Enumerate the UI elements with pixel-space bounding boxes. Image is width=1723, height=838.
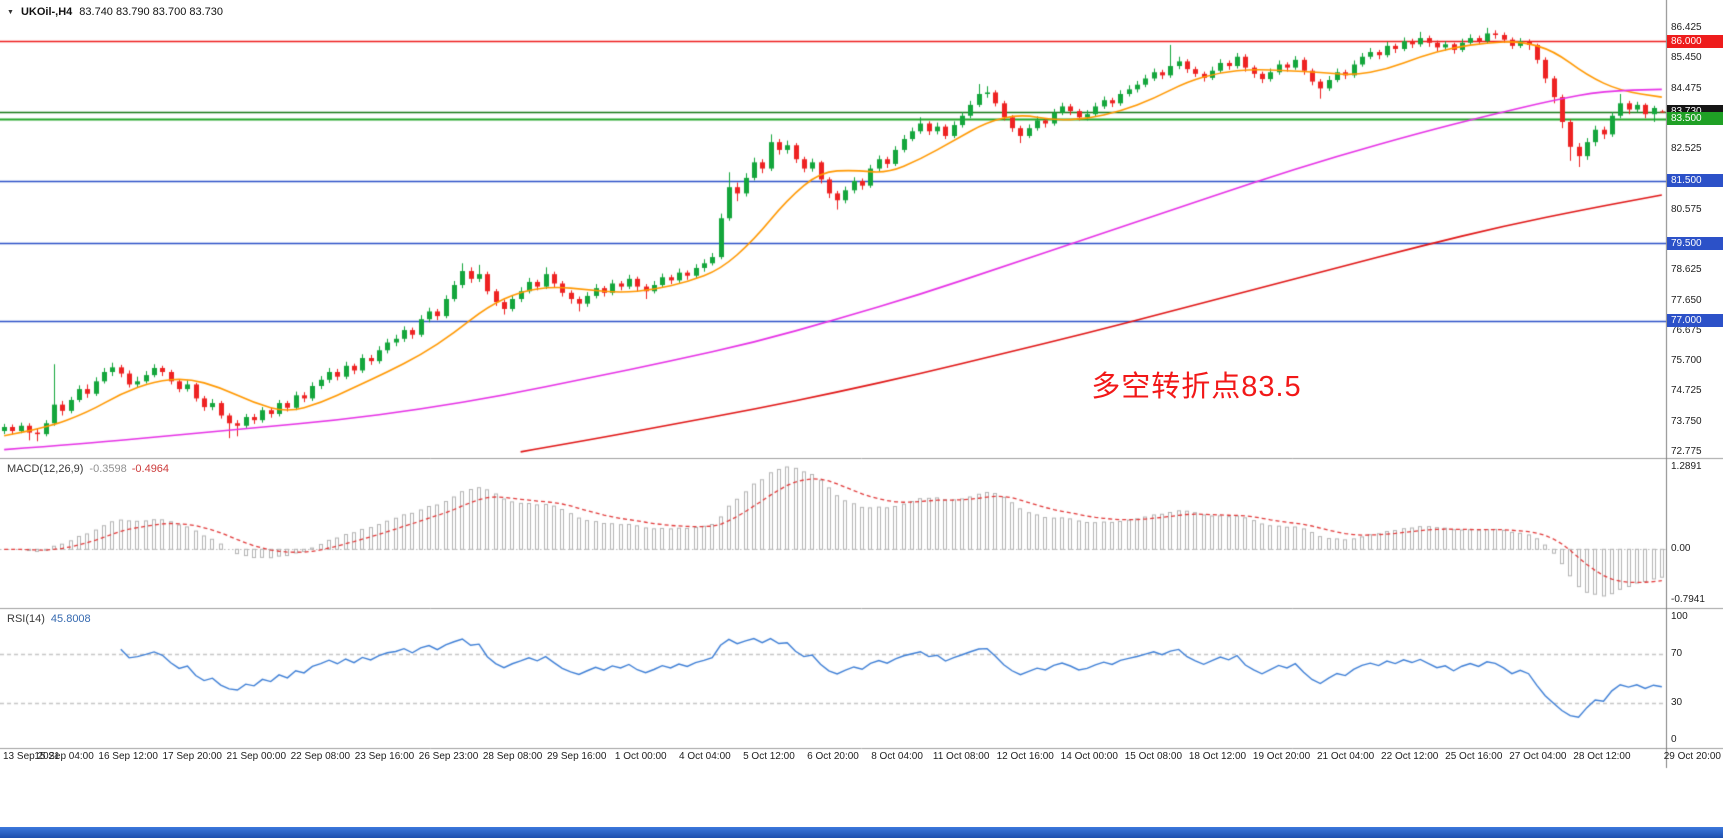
- time-label: 17 Sep 20:00: [162, 751, 222, 762]
- time-label: 8 Oct 04:00: [871, 751, 923, 762]
- time-label: 29 Sep 16:00: [546, 751, 607, 762]
- rsi-indicator-label: RSI(14) 45.8008: [7, 613, 91, 625]
- rsi-tick-label: 30: [1671, 697, 1683, 709]
- ohlc-values: 83.740 83.790 83.700 83.730: [79, 6, 224, 18]
- time-label: 18 Oct 12:00: [1188, 751, 1247, 762]
- price-badge: 79.500: [1667, 236, 1723, 250]
- macd-tick-label: -0.7941: [1671, 594, 1705, 605]
- time-axis[interactable]: 13 Sep 2021 15 Sep 04:00 16 Sep 12:00 17 Se…: [0, 751, 1723, 766]
- macd-main-value: -0.3598: [89, 463, 127, 475]
- time-label: 14 Oct 00:00: [1060, 751, 1118, 762]
- macd-tick-label: 0.00: [1671, 543, 1691, 555]
- price-tick-label: 75.700: [1671, 355, 1702, 367]
- macd-signal-value: -0.4964: [131, 463, 170, 475]
- price-tick-label: 86.425: [1671, 22, 1702, 33]
- time-label: 5 Oct 12:00: [743, 751, 795, 762]
- time-label: 1 Oct 00:00: [614, 751, 667, 762]
- price-tick-label: 82.525: [1671, 143, 1702, 155]
- rsi-value: 45.8008: [50, 613, 91, 625]
- time-label: 28 Oct 12:00: [1573, 751, 1631, 762]
- rsi-tick-label: 70: [1671, 647, 1683, 659]
- time-label: 11 Oct 08:00: [932, 751, 990, 762]
- time-label: 29 Oct 20:00: [1663, 751, 1721, 762]
- price-badge: 83.500: [1667, 112, 1723, 126]
- time-label: 26 Sep 23:00: [418, 751, 479, 762]
- time-label: 13 Sep 2021: [3, 751, 60, 762]
- time-label: 15 Sep 04:00: [34, 751, 94, 762]
- taskbar-strip[interactable]: [0, 827, 1723, 838]
- price-tick-label: 78.625: [1671, 264, 1702, 276]
- time-label: 19 Oct 20:00: [1252, 751, 1311, 762]
- rsi-tick-label: 100: [1671, 611, 1688, 622]
- price-badge: 77.000: [1667, 314, 1723, 328]
- symbol-dropdown-icon[interactable]: ▼: [7, 8, 14, 16]
- symbol-timeframe-label: UKOil-,H4: [20, 6, 73, 18]
- price-tick-label: 73.750: [1671, 415, 1702, 427]
- price-tick-label: 77.650: [1671, 294, 1702, 306]
- chart-annotation[interactable]: 多空转折点83.5: [1091, 370, 1302, 403]
- time-label: 25 Oct 16:00: [1445, 751, 1503, 762]
- price-tick-label: 85.450: [1671, 52, 1702, 64]
- time-label: 15 Oct 08:00: [1124, 751, 1183, 762]
- time-label: 28 Sep 08:00: [482, 751, 543, 762]
- time-label: 22 Oct 12:00: [1381, 751, 1439, 762]
- price-tick-label: 84.475: [1671, 82, 1702, 94]
- time-label: 16 Sep 12:00: [98, 751, 158, 762]
- macd-tick-label: 1.2891: [1671, 461, 1702, 472]
- price-tick-label: 72.775: [1671, 446, 1702, 457]
- time-label: 27 Oct 04:00: [1509, 751, 1567, 762]
- price-tick-label: 74.725: [1671, 385, 1702, 397]
- rsi-name: RSI(14): [7, 613, 45, 625]
- price-tick-label: 80.575: [1671, 203, 1702, 215]
- chart-header: ▼ UKOil-,H4 83.740 83.790 83.700 83.730: [7, 6, 223, 18]
- price-tick-label: 76.675: [1671, 324, 1702, 336]
- time-label: 21 Sep 00:00: [226, 751, 287, 762]
- time-label: 21 Oct 04:00: [1316, 751, 1375, 762]
- time-label: 4 Oct 04:00: [678, 751, 731, 762]
- time-label: 23 Sep 16:00: [354, 751, 415, 762]
- macd-name: MACD(12,26,9): [7, 463, 84, 475]
- rsi-tick-label: 0: [1671, 734, 1677, 745]
- time-label: 6 Oct 20:00: [807, 751, 859, 762]
- time-label: 12 Oct 16:00: [996, 751, 1054, 762]
- time-label: 22 Sep 08:00: [290, 751, 351, 762]
- macd-indicator-label: MACD(12,26,9) -0.3598 -0.4964: [7, 463, 169, 475]
- price-badge: 81.500: [1667, 174, 1723, 188]
- price-badge: 86.000: [1667, 34, 1723, 48]
- price-axis[interactable]: 86.425 85.450 84.475 82.525 80.575 78.625 77.6…: [0, 0, 1723, 768]
